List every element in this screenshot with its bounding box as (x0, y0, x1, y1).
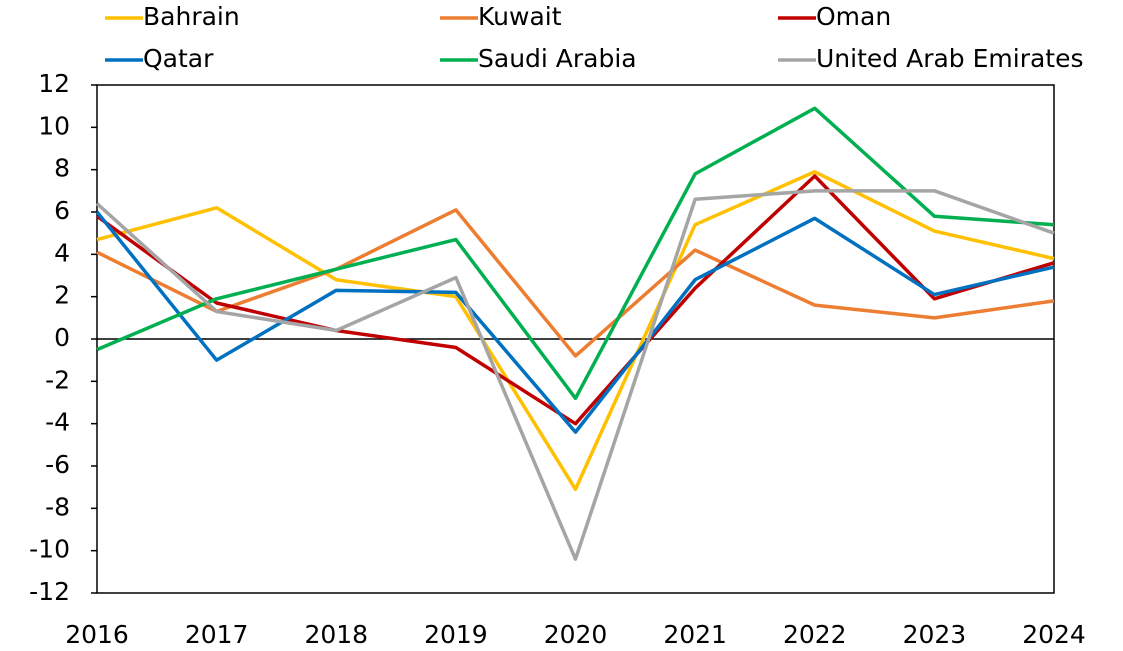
series-line (96, 170, 1055, 492)
legend-label: United Arab Emirates (816, 44, 1084, 73)
x-tick-label: 2021 (663, 620, 727, 649)
series-line (95, 189, 1055, 561)
legend-label: Bahrain (143, 2, 240, 31)
x-tick-label: 2016 (65, 620, 129, 649)
series-line (96, 208, 1055, 358)
y-tick-label: 0 (54, 323, 70, 352)
series-line (95, 174, 1055, 426)
y-tick-label: 12 (38, 69, 70, 98)
x-tick-label: 2024 (1022, 620, 1086, 649)
legend-label: Saudi Arabia (478, 44, 637, 73)
x-tick-label: 2019 (424, 620, 488, 649)
series-line (96, 106, 1055, 401)
x-tick-label: 2018 (304, 620, 368, 649)
y-tick-label: -8 (45, 492, 70, 521)
y-tick-label: -12 (29, 577, 70, 606)
legend-label: Qatar (143, 44, 214, 73)
y-tick-label: 8 (54, 154, 70, 183)
legend-label: Oman (816, 2, 891, 31)
y-tick-label: -4 (45, 408, 70, 437)
x-tick-label: 2020 (544, 620, 608, 649)
y-tick-label: -10 (29, 535, 70, 564)
series-line (95, 210, 1055, 434)
x-tick-label: 2023 (903, 620, 967, 649)
y-tick-label: -6 (45, 450, 70, 479)
y-tick-label: 2 (54, 281, 70, 310)
legend-label: Kuwait (478, 2, 562, 31)
y-tick-label: 10 (38, 111, 70, 140)
y-tick-label: 6 (54, 196, 70, 225)
y-tick-label: 4 (54, 238, 70, 267)
x-tick-label: 2017 (185, 620, 249, 649)
y-tick-label: -2 (45, 365, 70, 394)
x-tick-label: 2022 (783, 620, 847, 649)
